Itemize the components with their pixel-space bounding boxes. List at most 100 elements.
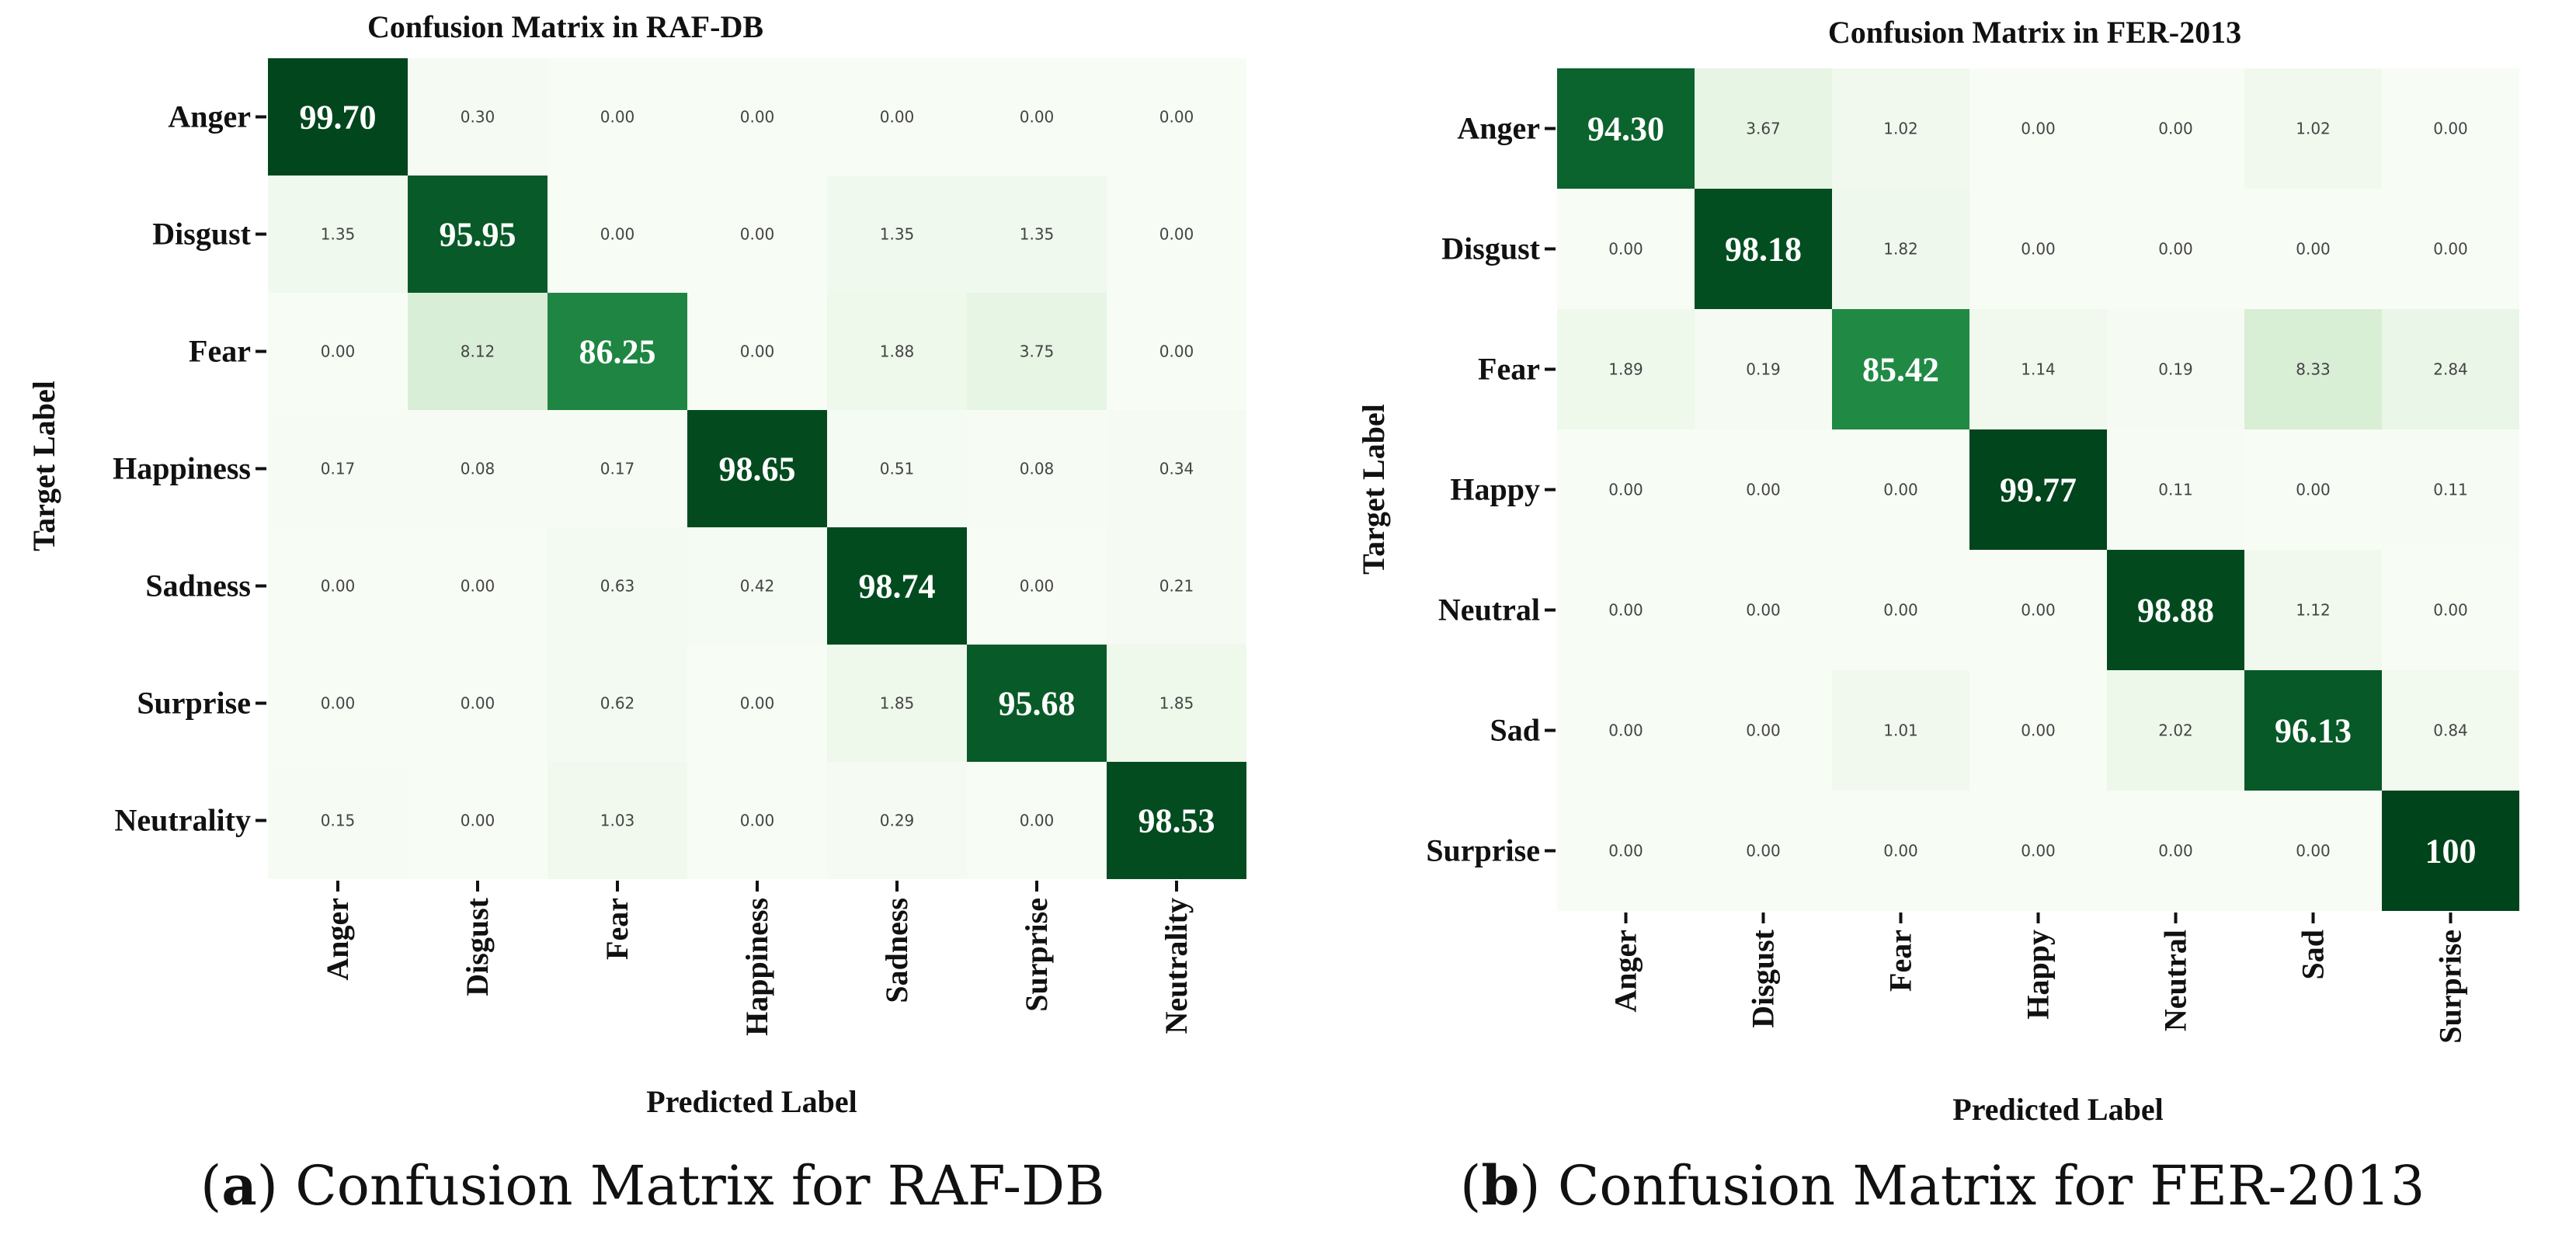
cell-value-2-2: 86.25 <box>579 333 656 371</box>
cell-value-3-0: 0.17 <box>321 460 356 478</box>
cell-value-3-4: 0.11 <box>2158 481 2193 499</box>
cell-value-2-2: 85.42 <box>1862 351 1939 389</box>
cell-value-3-6: 0.11 <box>2433 481 2468 499</box>
cell-3-3 <box>1969 429 2107 550</box>
cell-4-3 <box>687 527 827 645</box>
x-axis-label: Predicted Label <box>1952 1092 2163 1127</box>
cell-1-6 <box>2382 189 2519 309</box>
cell-3-2 <box>548 410 687 527</box>
cell-0-5 <box>967 58 1107 176</box>
cell-value-2-1: 8.12 <box>461 342 495 361</box>
column-label-fear: Fear <box>1883 930 1918 992</box>
raf-db-confusion-matrix: Confusion Matrix in RAF-DB 99.70 0.30 0.00… <box>26 9 1246 1119</box>
row-label-sad: Sad <box>1490 713 1541 748</box>
chart-title: Confusion Matrix in FER-2013 <box>1828 15 2241 50</box>
cell-0-3 <box>1969 68 2107 189</box>
y-axis-label: Target Label <box>1356 404 1391 575</box>
cell-value-4-5: 0.00 <box>1020 577 1055 596</box>
cell-3-4 <box>2107 429 2244 550</box>
cell-1-5 <box>967 176 1107 293</box>
column-label-surprise: Surprise <box>1019 898 1054 1012</box>
cell-value-5-1: 0.00 <box>1746 721 1781 740</box>
cell-4-2 <box>1832 550 1969 670</box>
column-label-sadness: Sadness <box>879 898 914 1003</box>
cell-value-3-3: 99.77 <box>2000 471 2077 509</box>
column-label-fear: Fear <box>600 898 634 960</box>
cell-value-1-1: 98.18 <box>1725 231 1802 269</box>
cell-value-6-2: 1.03 <box>600 812 635 830</box>
cell-value-3-3: 98.65 <box>719 450 796 488</box>
cell-value-0-3: 0.00 <box>740 108 775 127</box>
caption-text: Confusion Matrix for FER-2013 <box>1557 1154 2425 1218</box>
cell-2-2 <box>548 293 687 410</box>
cell-5-1 <box>1695 670 1832 791</box>
cell-6-1 <box>408 762 548 879</box>
cell-5-5 <box>2244 670 2382 791</box>
cell-value-5-6: 1.85 <box>1159 694 1194 713</box>
cell-value-1-3: 0.00 <box>740 225 775 244</box>
cell-value-2-3: 1.14 <box>2021 360 2056 379</box>
cell-5-5 <box>967 645 1107 762</box>
row-tick-labels: Anger Disgust Fear Happy Neutral Sad Surprise <box>1426 111 1556 868</box>
cell-value-6-1: 0.00 <box>461 812 495 830</box>
cell-value-3-1: 0.08 <box>461 460 495 478</box>
cell-0-6 <box>1107 58 1246 176</box>
cell-1-1 <box>1695 189 1832 309</box>
cell-2-5 <box>2244 309 2382 429</box>
cell-value-4-6: 0.21 <box>1159 577 1194 596</box>
cell-2-4 <box>827 293 967 410</box>
cell-0-0 <box>1557 68 1695 189</box>
cell-value-1-5: 1.35 <box>1020 225 1055 244</box>
cell-value-3-0: 0.00 <box>1608 481 1643 499</box>
cell-5-2 <box>548 645 687 762</box>
cell-6-5 <box>967 762 1107 879</box>
cell-value-5-0: 0.00 <box>321 694 356 713</box>
cell-6-0 <box>1557 791 1695 911</box>
cell-value-4-1: 0.00 <box>461 577 495 596</box>
cell-value-0-5: 1.02 <box>2296 120 2331 138</box>
cell-value-5-2: 0.62 <box>600 694 635 713</box>
row-label-surprise: Surprise <box>137 686 251 721</box>
cell-value-6-3: 0.00 <box>740 812 775 830</box>
cell-6-3 <box>687 762 827 879</box>
cell-0-5 <box>2244 68 2382 189</box>
cell-value-2-6: 2.84 <box>2433 360 2468 379</box>
cell-value-1-4: 1.35 <box>880 225 915 244</box>
cell-value-5-6: 0.84 <box>2433 721 2468 740</box>
cell-4-5 <box>967 527 1107 645</box>
cell-value-4-4: 98.74 <box>859 568 936 606</box>
cell-value-4-0: 0.00 <box>1608 601 1643 620</box>
row-label-anger: Anger <box>168 99 251 134</box>
caption-b: (b) Confusion Matrix for FER-2013 <box>1460 1153 2425 1218</box>
cell-3-5 <box>967 410 1107 527</box>
cell-5-3 <box>687 645 827 762</box>
cell-value-3-5: 0.08 <box>1020 460 1055 478</box>
cell-value-2-6: 0.00 <box>1159 342 1194 361</box>
cell-4-3 <box>1969 550 2107 670</box>
column-label-anger: Anger <box>320 898 355 981</box>
cell-1-0 <box>1557 189 1695 309</box>
cell-value-1-0: 0.00 <box>1608 240 1643 259</box>
cell-1-2 <box>1832 189 1969 309</box>
cell-4-0 <box>268 527 408 645</box>
column-label-neutral: Neutral <box>2158 930 2193 1031</box>
cell-6-4 <box>827 762 967 879</box>
cell-2-6 <box>1107 293 1246 410</box>
cell-value-1-6: 0.00 <box>2433 240 2468 259</box>
column-label-disgust: Disgust <box>460 897 495 996</box>
cell-value-5-5: 96.13 <box>2275 712 2352 750</box>
caption-text: Confusion Matrix for RAF-DB <box>295 1154 1105 1218</box>
column-label-sad: Sad <box>2296 930 2331 980</box>
cell-value-0-3: 0.00 <box>2021 120 2056 138</box>
cell-3-1 <box>1695 429 1832 550</box>
cell-value-1-5: 0.00 <box>2296 240 2331 259</box>
column-label-happiness: Happiness <box>739 898 774 1036</box>
cell-3-1 <box>408 410 548 527</box>
cell-value-4-4: 98.88 <box>2137 592 2214 630</box>
cell-5-3 <box>1969 670 2107 791</box>
cell-6-5 <box>2244 791 2382 911</box>
cell-2-0 <box>268 293 408 410</box>
cell-value-0-2: 1.02 <box>1883 120 1918 138</box>
cell-0-3 <box>687 58 827 176</box>
cell-value-5-4: 1.85 <box>880 694 915 713</box>
